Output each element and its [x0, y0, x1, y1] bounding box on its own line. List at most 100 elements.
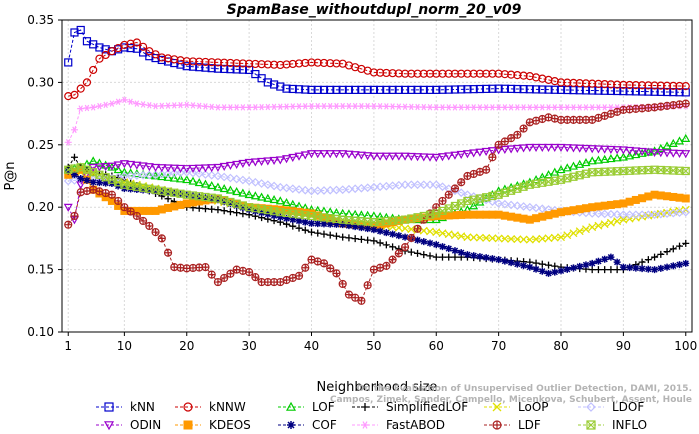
point-loop [582, 225, 590, 234]
point-knnw [319, 58, 329, 68]
point-knnw [494, 69, 503, 78]
point-fastabod [95, 102, 103, 110]
point-fastabod [170, 102, 178, 109]
point-ldof [169, 168, 179, 178]
point-ldof [537, 204, 547, 214]
point-lof [575, 159, 585, 168]
point-knn [444, 85, 453, 94]
point-lof [282, 197, 292, 207]
chart-title: SpamBase_withoutdupl_norm_20_v09 [227, 2, 522, 18]
point-odin [456, 150, 466, 160]
legend-item-knnw: kNNW [175, 400, 246, 414]
point-simplifiedlof [195, 204, 203, 212]
point-knnw [588, 79, 597, 88]
legend-marker [287, 421, 295, 429]
point-cof [382, 229, 390, 237]
point-ldof [188, 168, 198, 178]
point-cof [332, 220, 340, 228]
point-knnw [675, 81, 684, 91]
point-ldf [332, 269, 341, 278]
point-ldf [151, 228, 160, 237]
point-cof [401, 233, 409, 241]
point-knnw [637, 81, 647, 90]
point-simplifiedlof [551, 262, 559, 270]
point-lof [375, 211, 385, 221]
point-odin [500, 145, 510, 155]
point-knn [669, 88, 678, 97]
legend-marker [183, 420, 193, 430]
point-knnw [195, 57, 204, 66]
legend-label: ODIN [130, 418, 161, 432]
point-knnw [288, 59, 297, 69]
point-odin [413, 153, 423, 162]
point-fastabod [283, 103, 291, 110]
point-odin [600, 145, 610, 154]
point-cof [364, 225, 372, 233]
point-simplifiedlof [669, 245, 677, 253]
legend-label: FastABOD [386, 418, 445, 432]
point-simplifiedlof [607, 266, 615, 274]
point-knnw [662, 81, 672, 90]
point-fastabod [77, 105, 85, 112]
point-odin [344, 150, 354, 159]
point-fastabod [457, 104, 465, 111]
point-cof [526, 263, 534, 271]
point-fastabod [545, 104, 553, 111]
point-ldf [220, 273, 229, 283]
point-ldof [463, 190, 472, 200]
point-ldof [431, 180, 441, 190]
point-odin [481, 147, 491, 157]
x-tick-label: 70 [491, 339, 506, 353]
point-knnw [650, 81, 659, 90]
point-odin [269, 156, 279, 166]
point-knnw [581, 79, 591, 88]
point-fastabod [426, 103, 434, 111]
series-layer [63, 25, 691, 305]
point-ldf [157, 234, 166, 243]
point-fastabod [339, 102, 347, 110]
point-fastabod [401, 103, 409, 111]
point-fastabod [264, 103, 272, 111]
point-cof [89, 178, 97, 186]
point-loop [532, 235, 541, 244]
point-knn [494, 84, 503, 93]
point-cof [638, 265, 646, 273]
point-knnw [575, 79, 584, 88]
point-ldof [643, 210, 653, 220]
point-knn [425, 85, 435, 94]
point-cof [389, 230, 397, 238]
point-knnw [556, 78, 566, 87]
point-cof [220, 198, 228, 206]
point-knn [232, 65, 241, 74]
point-knn [126, 43, 135, 53]
point-knn [525, 85, 534, 94]
point-knn [500, 84, 509, 93]
point-knn [251, 69, 260, 79]
point-odin [519, 144, 529, 153]
point-ldf [107, 190, 117, 199]
point-knn [482, 84, 491, 93]
point-knn [238, 65, 247, 74]
legend-label: SimplifiedLOF [386, 400, 468, 414]
point-simplifiedlof [308, 228, 316, 236]
point-knn [269, 80, 279, 89]
point-knnw [176, 56, 185, 65]
point-ldf [201, 263, 210, 272]
point-knnw [681, 82, 690, 91]
point-simplifiedlof [588, 266, 596, 274]
point-simplifiedlof [682, 239, 690, 247]
point-fastabod [226, 104, 234, 111]
point-knn [188, 62, 198, 71]
point-ldof [269, 181, 279, 191]
point-odin [94, 163, 104, 172]
legend-label: LDF [518, 418, 541, 432]
point-fastabod [569, 104, 577, 111]
legend-marker [183, 402, 193, 412]
point-loop [444, 230, 453, 239]
point-knn [313, 85, 322, 94]
point-knnw [188, 57, 198, 66]
point-odin [331, 150, 341, 159]
point-fastabod [351, 102, 359, 110]
point-fastabod [102, 101, 110, 109]
point-odin [562, 144, 572, 153]
